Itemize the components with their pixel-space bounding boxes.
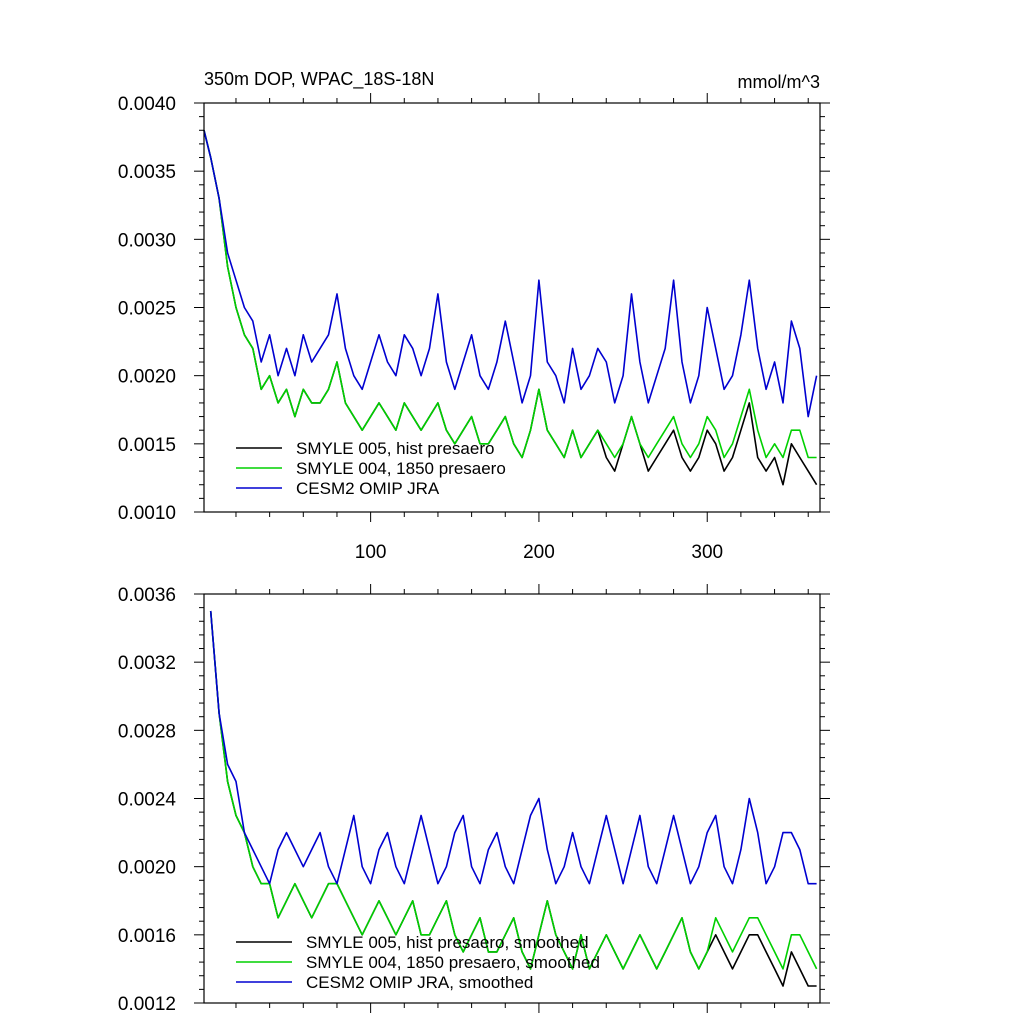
legend: SMYLE 005, hist presaero, smoothedSMYLE … <box>236 933 600 992</box>
series-line-2 <box>203 130 818 418</box>
x-tick-label: 200 <box>523 542 555 563</box>
series-line-1 <box>203 130 817 459</box>
legend-label: CESM2 OMIP JRA, smoothed <box>306 973 533 992</box>
series-line-0 <box>209 610 817 987</box>
y-tick-label: 0.0028 <box>118 721 176 742</box>
series-lines <box>203 130 818 486</box>
units-label: mmol/m^3 <box>738 72 820 92</box>
y-tick-label: 0.0010 <box>118 503 176 524</box>
y-tick-label: 0.0016 <box>118 926 176 947</box>
top-panel: 0.0010 0.0015 0.0020 0.0025 0.0030 0.0035 0.00… <box>118 69 830 563</box>
series-lines <box>209 610 818 987</box>
y-tick-label: 0.0040 <box>118 94 176 115</box>
legend-label: CESM2 OMIP JRA <box>296 479 440 498</box>
y-tick-label: 0.0025 <box>118 299 176 320</box>
y-tick-label: 0.0020 <box>118 367 176 388</box>
chart-title: 350m DOP, WPAC_18S-18N <box>204 69 434 90</box>
y-tick-label: 0.0036 <box>118 585 176 606</box>
y-tick-label: 0.0030 <box>118 230 176 251</box>
x-tick-label: 300 <box>691 542 723 563</box>
x-tick-label: 100 <box>355 542 387 563</box>
y-tick-label: 0.0032 <box>118 653 176 674</box>
y-tick-label: 0.0012 <box>118 994 176 1015</box>
y-tick-label: 0.0024 <box>118 790 177 811</box>
legend-label: SMYLE 005, hist presaero <box>296 439 494 458</box>
bottom-panel: 0.0012 0.0016 0.0020 0.0024 0.0028 0.0032 0.00… <box>118 584 830 1015</box>
legend-label: SMYLE 004, 1850 presaero, smoothed <box>306 953 600 972</box>
series-line-2 <box>209 610 817 885</box>
y-tick-label: 0.0015 <box>118 435 176 456</box>
legend-label: SMYLE 004, 1850 presaero <box>296 459 506 478</box>
y-tick-label: 0.0020 <box>118 858 176 879</box>
series-line-1 <box>209 610 818 970</box>
y-tick-label: 0.0035 <box>118 162 176 183</box>
legend-label: SMYLE 005, hist presaero, smoothed <box>306 933 589 952</box>
